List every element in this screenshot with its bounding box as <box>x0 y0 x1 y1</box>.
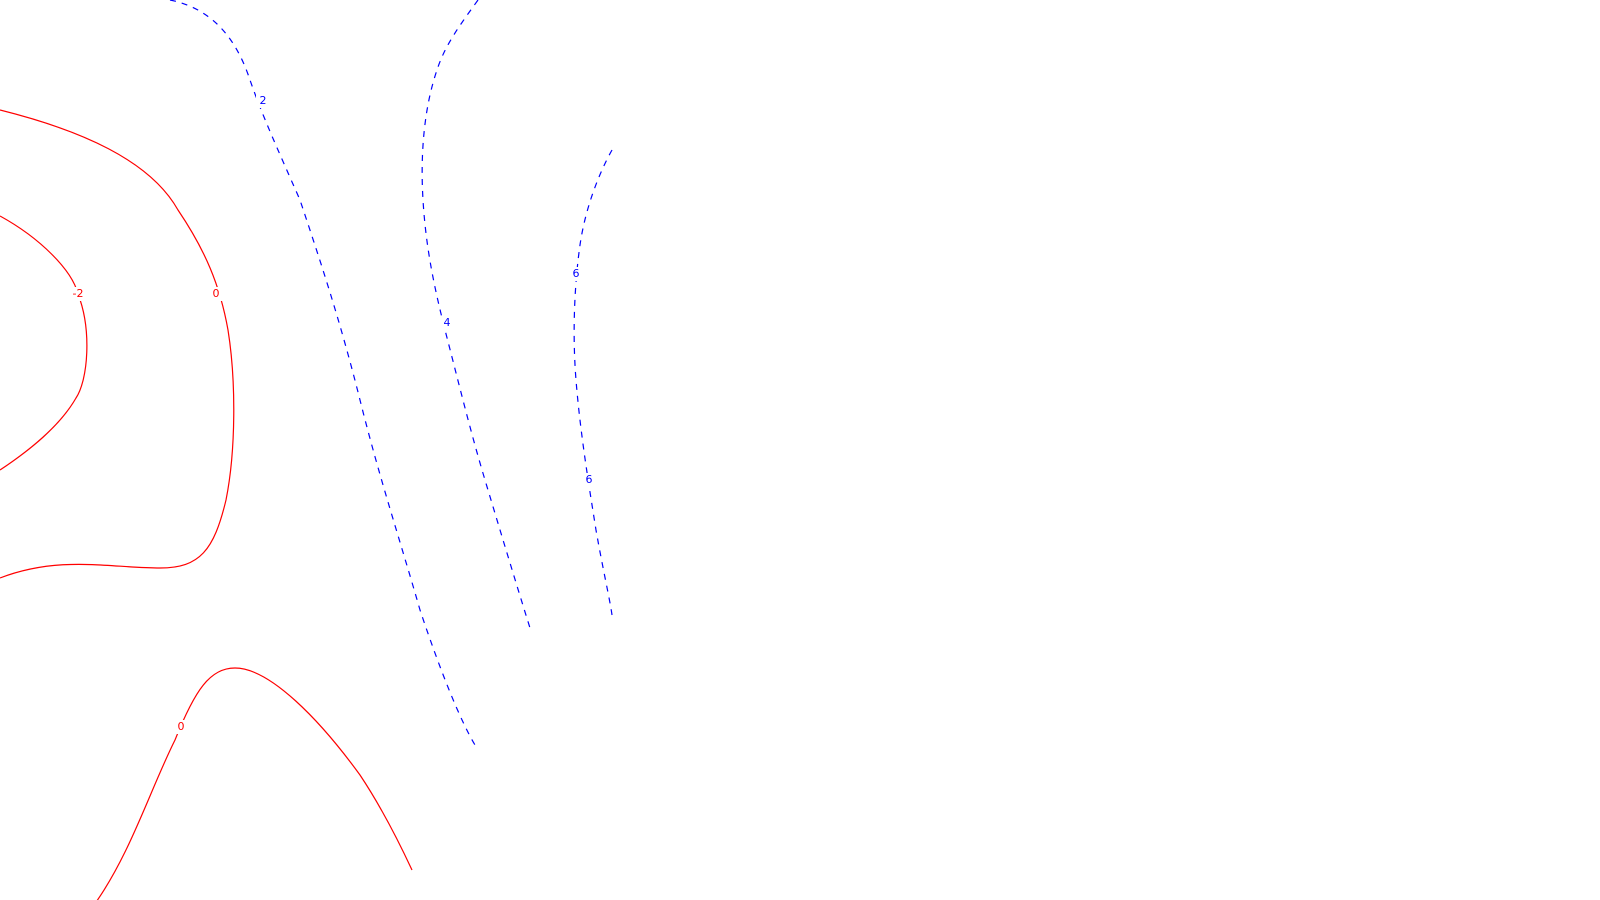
contour-label-background <box>174 720 188 734</box>
contour-label-background <box>256 94 270 108</box>
contour-label: 2 <box>260 94 267 107</box>
contour-labels: -2 0 0 2 4 6 6 <box>71 94 596 734</box>
contour-line-4 <box>421 0 531 629</box>
contour-label-background <box>71 287 85 301</box>
contour-label: 6 <box>586 473 593 486</box>
contour-line-zero-lower <box>96 667 413 900</box>
contour-label: 0 <box>178 720 185 733</box>
contour-line-6 <box>573 149 613 616</box>
contour-label: 0 <box>213 287 220 300</box>
contour-label-background <box>209 287 223 301</box>
contour-label: 4 <box>444 316 451 329</box>
contour-line-2 <box>169 0 476 746</box>
contour-label-background <box>440 316 454 330</box>
contour-label: -2 <box>73 287 84 300</box>
contour-line-zero-upper <box>0 109 235 579</box>
contour-line-minus-2 <box>0 215 88 471</box>
contour-label-background <box>582 473 596 487</box>
contour-label: 6 <box>573 267 580 280</box>
contour-label-background <box>569 267 583 281</box>
